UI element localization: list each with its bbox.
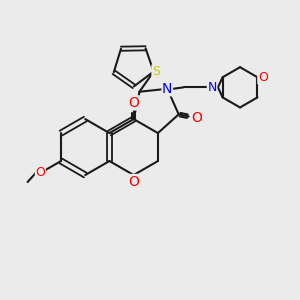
Text: O: O — [35, 167, 45, 179]
Text: S: S — [152, 65, 160, 78]
Text: O: O — [258, 71, 268, 84]
Text: N: N — [162, 82, 172, 96]
Text: O: O — [128, 175, 139, 188]
Text: O: O — [128, 96, 139, 110]
Text: N: N — [207, 81, 217, 94]
Text: O: O — [191, 111, 202, 125]
